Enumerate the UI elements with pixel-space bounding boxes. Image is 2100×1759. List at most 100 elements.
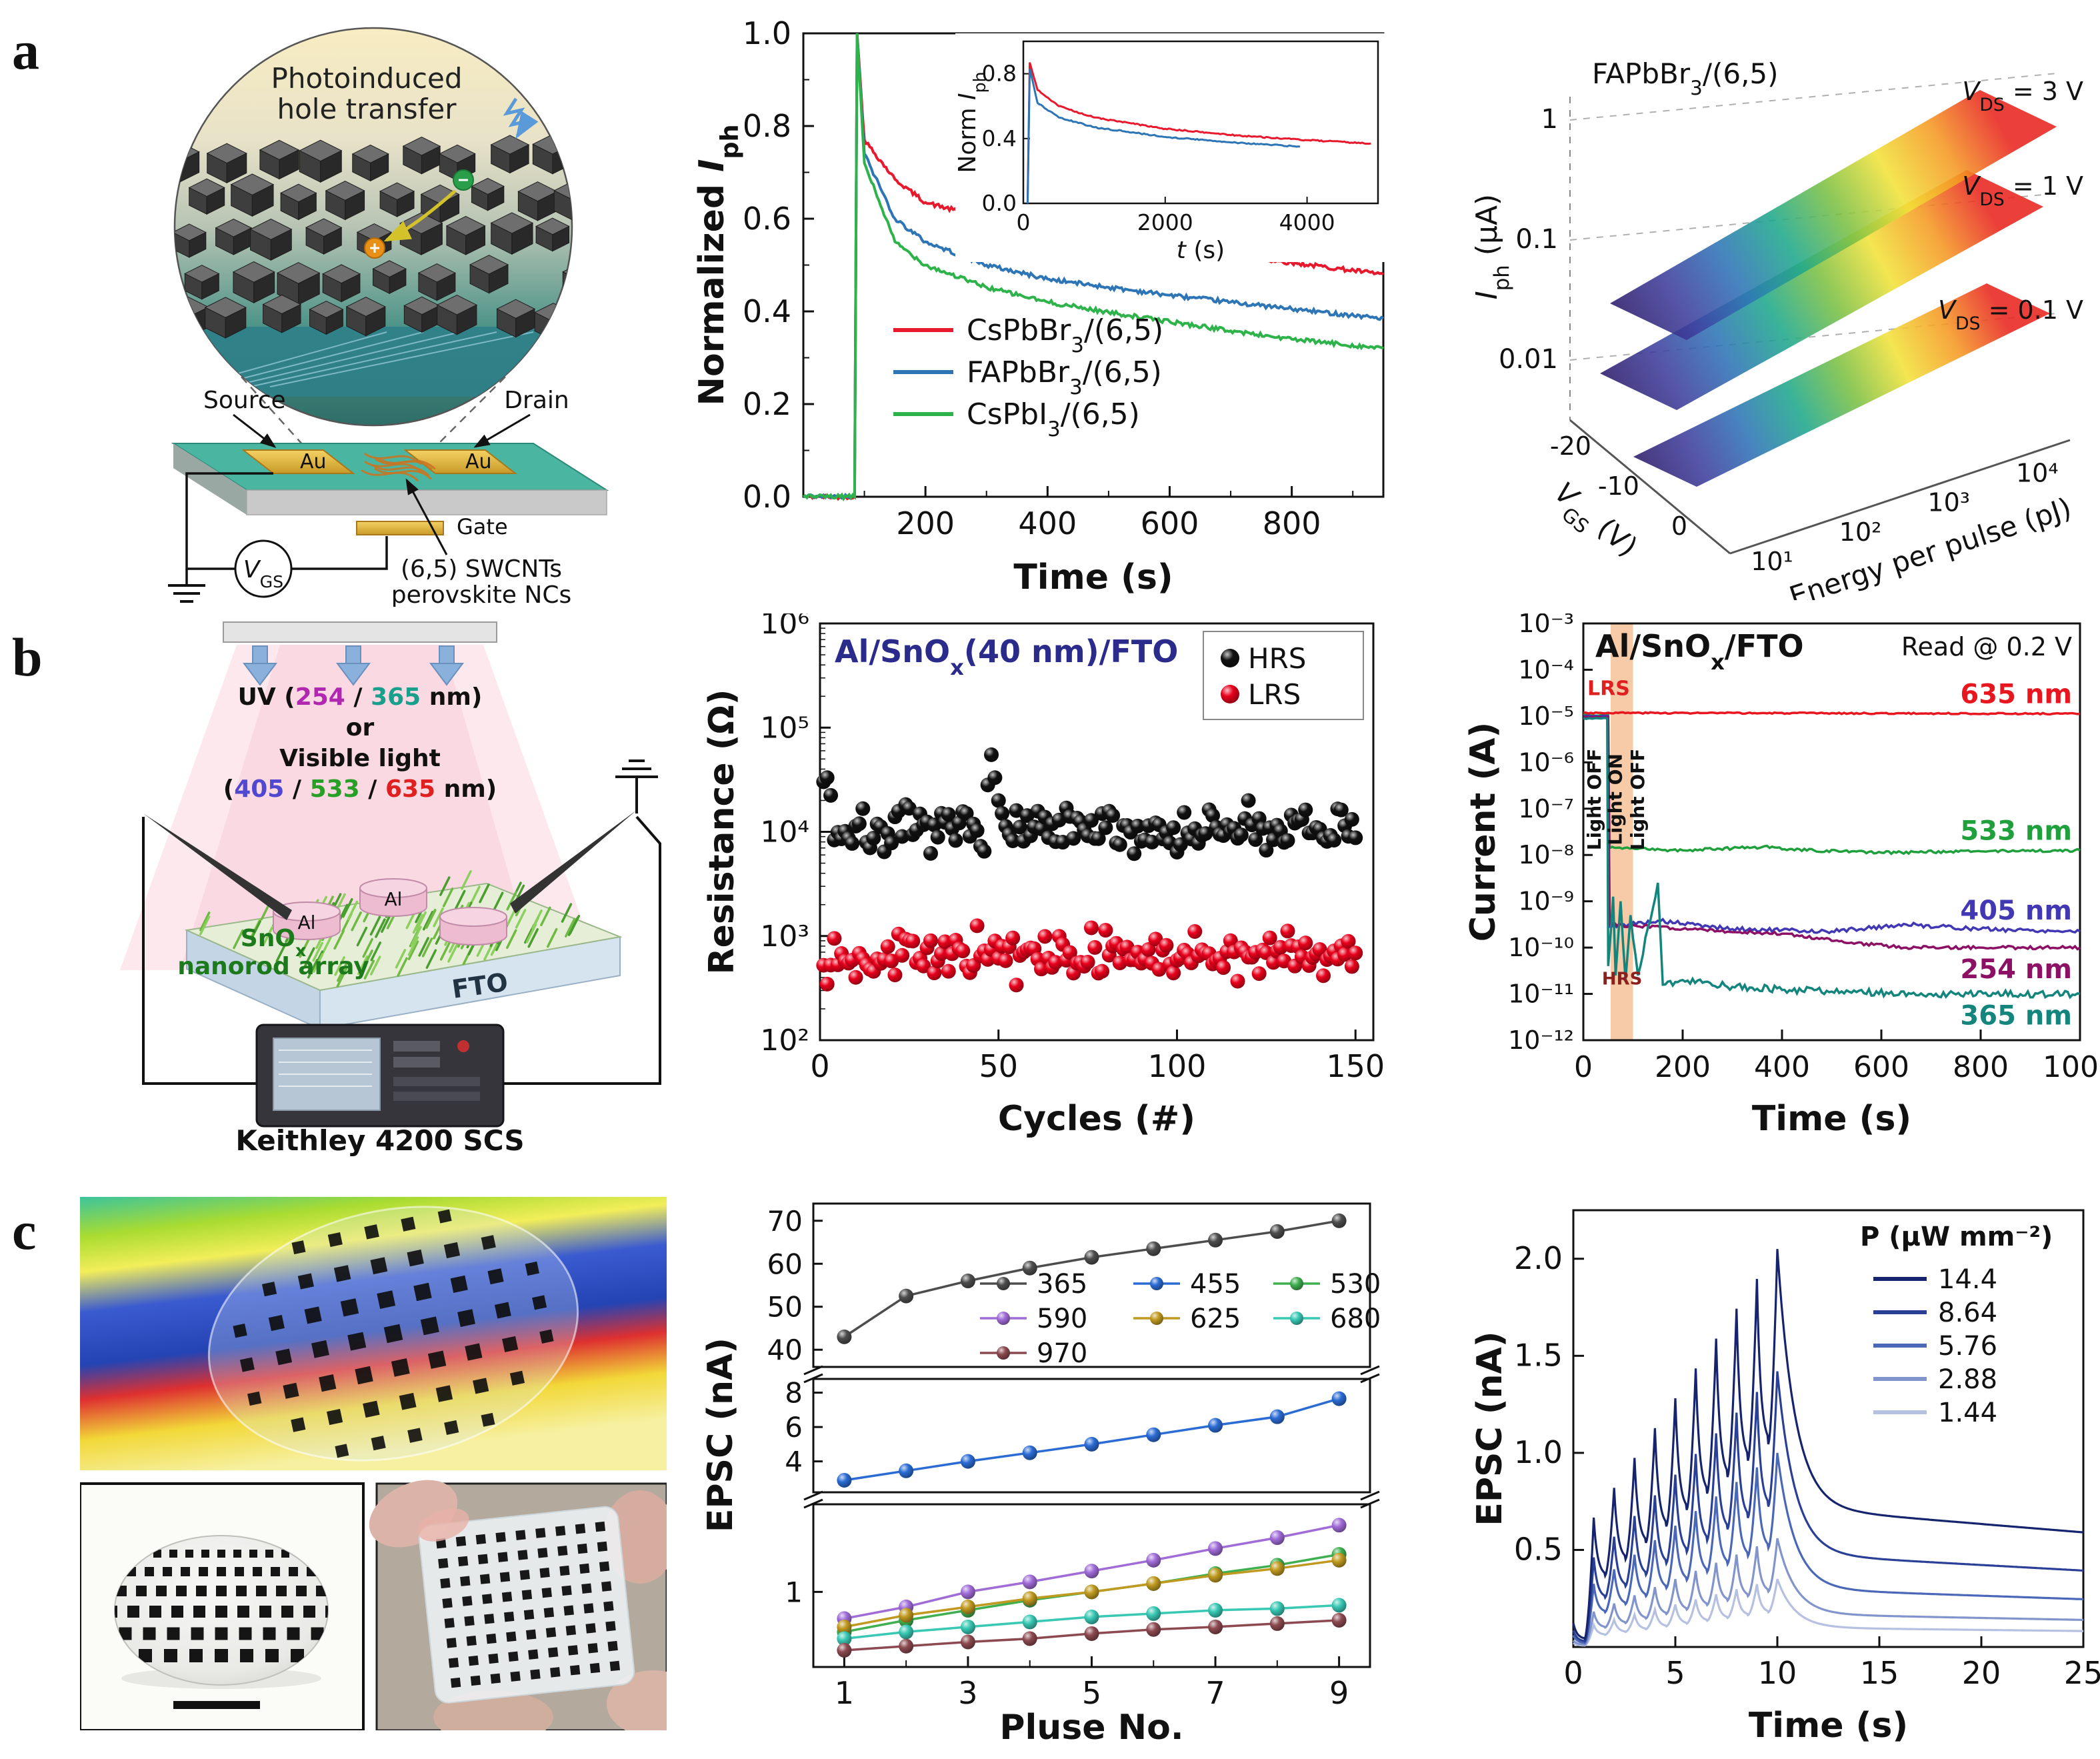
svg-text:HRS: HRS (1248, 642, 1306, 675)
svg-text:4: 4 (785, 1446, 803, 1478)
panel-b-label: b (12, 627, 43, 687)
svg-text:1: 1 (835, 1675, 854, 1711)
uv-lamp (223, 621, 497, 686)
svg-text:(6,5) SWCNTs: (6,5) SWCNTs (401, 555, 562, 583)
trace-5.76 (1572, 1452, 2084, 1644)
svg-text:5.76: 5.76 (1938, 1331, 1997, 1362)
scale-bar (173, 1701, 260, 1709)
series-365 (837, 1213, 1347, 1344)
svg-text:400: 400 (1018, 505, 1077, 541)
transistor-schematic: Au Au Source Drain Gate VGS (6,5) SWCNTsperovs… (168, 387, 609, 607)
svg-text:5: 5 (1082, 1675, 1101, 1711)
svg-text:0.4: 0.4 (982, 125, 1017, 151)
svg-text:1.0: 1.0 (743, 20, 791, 51)
svg-text:600: 600 (1853, 1050, 1909, 1084)
svg-text:(405 / 533 / 635 nm): (405 / 533 / 635 nm) (223, 775, 497, 803)
svg-text:0.5: 0.5 (1514, 1531, 1563, 1567)
svg-text:0.8: 0.8 (982, 61, 1017, 87)
trace-1.44 (1573, 1578, 2083, 1647)
svg-text:10⁻¹¹: 10⁻¹¹ (1508, 980, 1574, 1009)
svg-text:10: 10 (1758, 1655, 1797, 1691)
svg-text:HRS: HRS (1602, 970, 1643, 990)
trace-8.64 (1572, 1371, 2084, 1643)
svg-text:590: 590 (1037, 1304, 1087, 1334)
svg-text:0.6: 0.6 (743, 201, 791, 237)
svg-text:40: 40 (767, 1334, 803, 1366)
svg-text:Time (s): Time (s) (1752, 1099, 1911, 1139)
surface-sh01 (1633, 283, 2050, 487)
svg-text:1.44: 1.44 (1938, 1398, 1997, 1428)
svg-text:10⁴: 10⁴ (760, 815, 809, 849)
svg-text:0.8: 0.8 (743, 108, 791, 144)
svg-text:10⁶: 10⁶ (760, 613, 809, 641)
svg-text:800: 800 (1263, 505, 1321, 541)
svg-text:10⁻⁸: 10⁻⁸ (1518, 840, 1574, 869)
svg-text:VDS = 3 V: VDS = 3 V (1962, 77, 2083, 115)
svg-text:2.0: 2.0 (1514, 1240, 1563, 1276)
svg-text:Cycles (#): Cycles (#) (998, 1099, 1195, 1139)
axes: 200 400 600 800 0.0 0.2 0.4 0.6 0.8 1.0 (743, 20, 1385, 541)
svg-text:Al/SnOx(40 nm)/FTO: Al/SnOx(40 nm)/FTO (835, 633, 1178, 680)
svg-text:1.5: 1.5 (1514, 1337, 1563, 1373)
svg-text:0: 0 (1563, 1655, 1583, 1691)
svg-text:t (s): t (s) (1177, 237, 1225, 264)
svg-text:LRS: LRS (1587, 677, 1630, 701)
svg-text:60: 60 (767, 1248, 803, 1280)
svg-text:0.0: 0.0 (743, 479, 791, 515)
svg-text:10³: 10³ (760, 920, 809, 954)
svg-text:CsPbI3/(6,5): CsPbI3/(6,5) (967, 397, 1140, 441)
svg-text:Al/SnOx/FTO: Al/SnOx/FTO (1595, 628, 1804, 675)
svg-text:0.0: 0.0 (982, 190, 1017, 216)
svg-text:4000: 4000 (1279, 209, 1335, 235)
svg-text:70: 70 (767, 1205, 803, 1238)
svg-text:Al: Al (298, 912, 316, 934)
svg-text:10⁻¹²: 10⁻¹² (1508, 1026, 1574, 1055)
svg-text:15: 15 (1860, 1655, 1899, 1691)
legend: P (μW mm⁻²) 14.48.645.762.881.44 (1860, 1222, 2053, 1428)
svg-text:nanorod array: nanorod array (177, 953, 369, 980)
svg-text:-10: -10 (1598, 471, 1639, 501)
panel-a-label: a (12, 20, 39, 81)
svg-text:VDS = 0.1 V: VDS = 0.1 V (1938, 295, 2083, 334)
svg-text:400: 400 (1754, 1050, 1810, 1084)
svg-text:635 nm: 635 nm (1960, 679, 2072, 709)
surface-sh1 (1600, 170, 2043, 410)
svg-text:Current (A): Current (A) (1463, 722, 1503, 942)
svg-text:800: 800 (1953, 1050, 2009, 1084)
svg-text:10⁻⁴: 10⁻⁴ (1518, 655, 1574, 684)
svg-text:365: 365 (1037, 1269, 1087, 1300)
svg-text:10⁻⁷: 10⁻⁷ (1518, 794, 1574, 823)
svg-text:Time (s): Time (s) (1749, 1706, 1908, 1746)
series-455 (837, 1391, 1347, 1488)
axes: 0 50 100 150 10² 10³ 10⁴ 10⁵ 10⁶ (760, 613, 1385, 1084)
svg-text:10¹: 10¹ (1751, 547, 1793, 576)
svg-text:VDS = 1 V: VDS = 1 V (1962, 171, 2083, 210)
svg-text:970: 970 (1037, 1338, 1087, 1369)
svg-text:FAPbBr3/(6,5): FAPbBr3/(6,5) (1592, 57, 1779, 99)
svg-text:0.2: 0.2 (743, 386, 791, 422)
svg-text:530: 530 (1330, 1269, 1381, 1300)
svg-text:UV (254 / 365 nm): UV (254 / 365 nm) (238, 683, 483, 711)
svg-text:625: 625 (1190, 1304, 1241, 1334)
svg-text:10⁻⁹: 10⁻⁹ (1518, 887, 1574, 916)
svg-text:600: 600 (1141, 505, 1199, 541)
svg-text:1000: 1000 (2043, 1050, 2100, 1084)
svg-text:LRS: LRS (1248, 678, 1301, 711)
panel-c-label: c (12, 1200, 37, 1261)
svg-text:25: 25 (2064, 1655, 2100, 1691)
svg-text:100: 100 (1148, 1048, 1207, 1084)
trace-14.4 (1572, 1249, 2084, 1641)
svg-text:-20: -20 (1550, 431, 1591, 461)
svg-text:200: 200 (1655, 1050, 1711, 1084)
panel-b-setup-schematic: UV (254 / 365 nm) or Visible light (405 / 5… (120, 621, 661, 1157)
series-1 (803, 33, 1384, 500)
svg-text:Photoinduced: Photoinduced (271, 62, 463, 95)
trace-405-nm (1583, 714, 2081, 935)
svg-text:0: 0 (810, 1048, 829, 1084)
svg-text:Pluse No.: Pluse No. (999, 1708, 1183, 1748)
svg-text:Normalized Iph: Normalized Iph (692, 125, 744, 406)
